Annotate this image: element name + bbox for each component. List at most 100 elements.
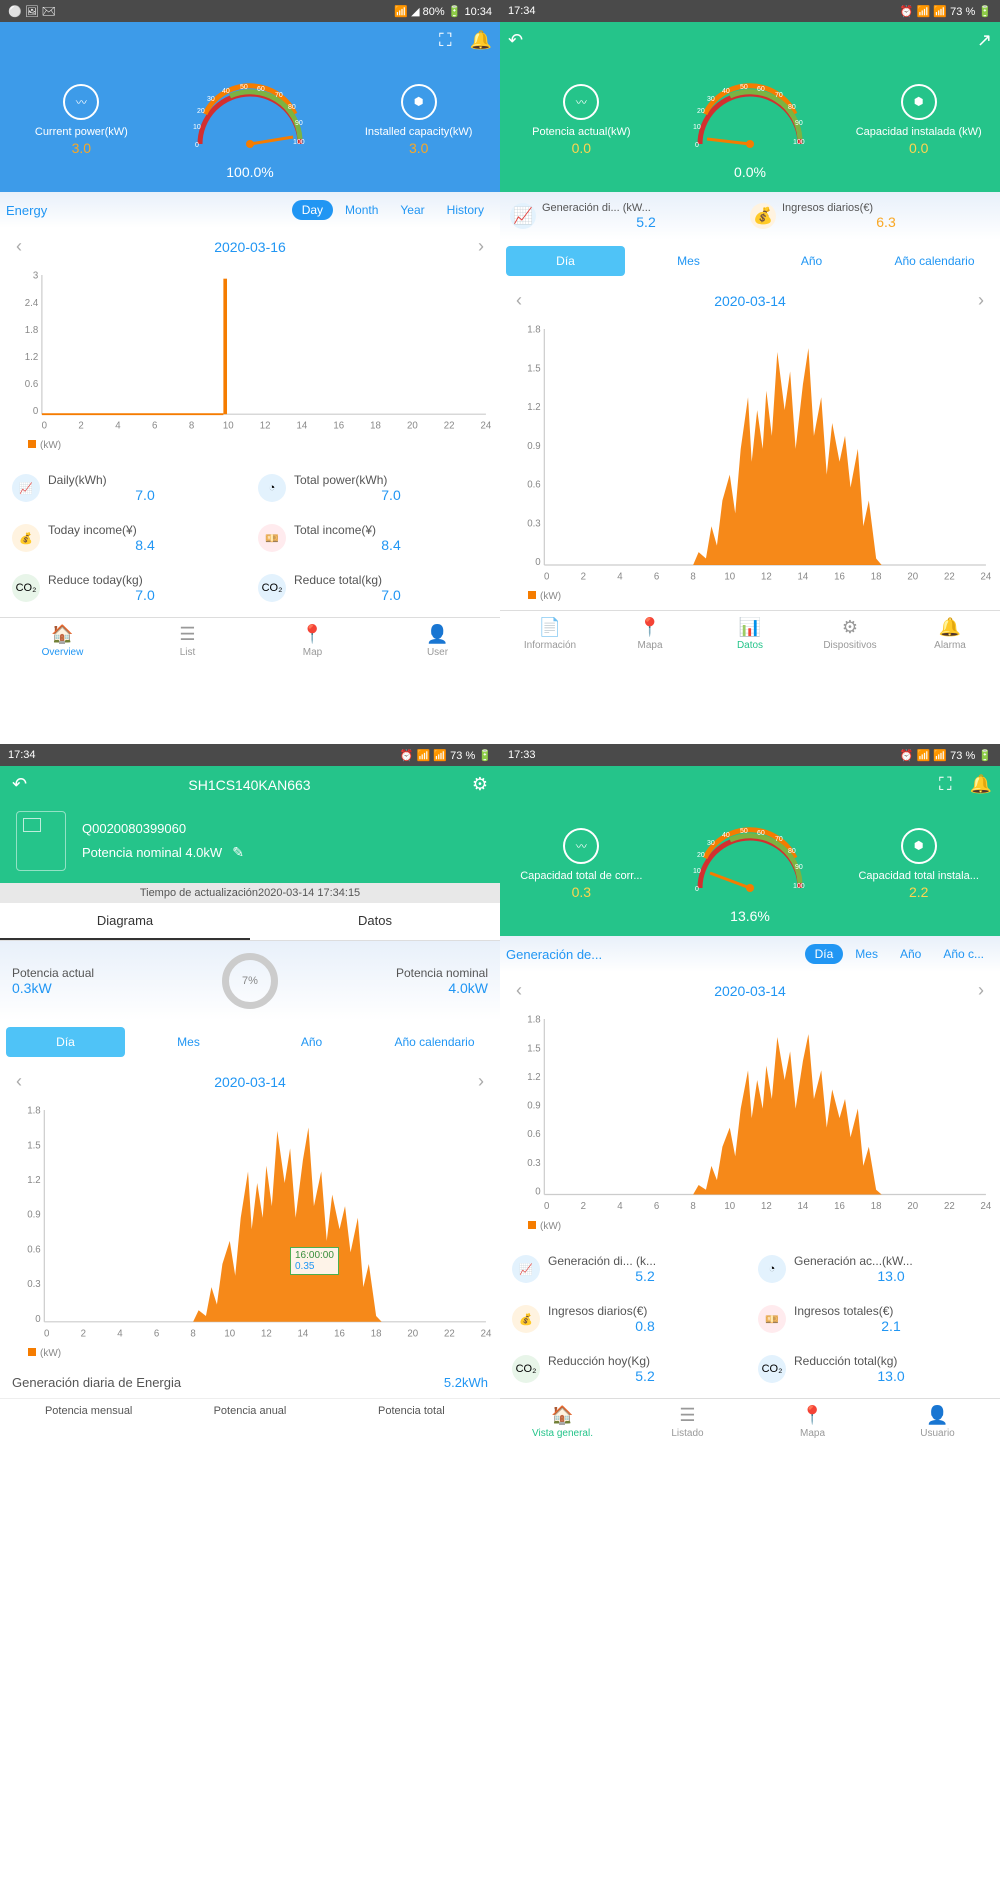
- nav-alarma[interactable]: 🔔Alarma: [900, 611, 1000, 657]
- period-mes[interactable]: Mes: [845, 944, 888, 964]
- tab-datos[interactable]: Datos: [250, 903, 500, 940]
- svg-text:14: 14: [298, 1329, 309, 1340]
- nav-mapa[interactable]: 📍Mapa: [750, 1399, 875, 1445]
- gauge-percent: 13.6%: [655, 908, 846, 924]
- svg-text:18: 18: [871, 572, 882, 583]
- bell-icon[interactable]: 🔔: [470, 30, 492, 51]
- svg-text:1.2: 1.2: [25, 352, 38, 363]
- stat-value: 8.4: [48, 537, 242, 553]
- scan-icon[interactable]: ⛶: [439, 30, 452, 51]
- edit-icon[interactable]: ✎: [232, 844, 244, 861]
- period-1[interactable]: Mes: [629, 246, 748, 276]
- period-1[interactable]: Mes: [129, 1027, 248, 1057]
- period-2[interactable]: Año: [752, 246, 871, 276]
- svg-text:20: 20: [407, 421, 418, 432]
- prev-date-button[interactable]: ‹: [16, 236, 22, 257]
- svg-text:1.2: 1.2: [527, 1072, 540, 1083]
- nav-icon: 📄: [502, 617, 598, 638]
- prev-date-button[interactable]: ‹: [516, 290, 522, 311]
- daily-value: 5.2: [542, 214, 750, 230]
- nav-overview[interactable]: 🏠Overview: [0, 618, 125, 664]
- svg-text:1.8: 1.8: [527, 325, 540, 336]
- date-nav: ‹ 2020-03-14 ›: [500, 282, 1000, 319]
- svg-text:16: 16: [333, 421, 344, 432]
- share-icon[interactable]: ↗: [977, 30, 992, 51]
- next-date-button[interactable]: ›: [978, 290, 984, 311]
- back-icon[interactable]: ↶: [12, 774, 27, 795]
- installed-capacity: ⬢ Capacidad instalada (kW) 0.0: [845, 84, 992, 156]
- nav-icon: 🔔: [902, 617, 998, 638]
- prev-date-button[interactable]: ‹: [516, 980, 522, 1001]
- pot-cell: Potencia mensual: [8, 1405, 169, 1417]
- svg-text:0: 0: [544, 572, 549, 583]
- period-día[interactable]: Día: [805, 944, 844, 964]
- nav-datos[interactable]: 📊Datos: [700, 611, 800, 657]
- svg-text:0.3: 0.3: [527, 518, 540, 529]
- svg-text:0.9: 0.9: [527, 441, 540, 452]
- stat-cell: 💴Total income(¥)8.4: [254, 517, 492, 559]
- period-3[interactable]: Año calendario: [875, 246, 994, 276]
- stat-icon: 📈: [512, 1255, 540, 1283]
- back-icon[interactable]: ↶: [508, 30, 523, 51]
- svg-text:10: 10: [693, 868, 701, 875]
- nav-user[interactable]: 👤User: [375, 618, 500, 664]
- period-2[interactable]: Año: [252, 1027, 371, 1057]
- period-history[interactable]: History: [437, 200, 494, 220]
- period-3[interactable]: Año calendario: [375, 1027, 494, 1057]
- svg-text:22: 22: [944, 572, 955, 583]
- svg-text:10: 10: [193, 124, 201, 131]
- svg-text:6: 6: [654, 572, 659, 583]
- device-image: [16, 811, 66, 871]
- svg-text:20: 20: [907, 572, 918, 583]
- svg-text:3: 3: [33, 271, 38, 282]
- status-left: 17:34: [8, 749, 36, 761]
- period-month[interactable]: Month: [335, 200, 388, 220]
- nav-listado[interactable]: ☰Listado: [625, 1399, 750, 1445]
- next-date-button[interactable]: ›: [978, 980, 984, 1001]
- daily-icon: 📈: [510, 203, 536, 229]
- svg-text:16: 16: [834, 1201, 845, 1212]
- period-0[interactable]: Día: [6, 1027, 125, 1057]
- pulse-icon: 〰: [563, 84, 599, 120]
- period-day[interactable]: Day: [292, 200, 333, 220]
- tab-diagrama[interactable]: Diagrama: [0, 903, 250, 940]
- svg-text:6: 6: [152, 421, 157, 432]
- bell-icon[interactable]: 🔔: [970, 774, 992, 795]
- period-tabs: DíaMesAñoAño calendario: [500, 240, 1000, 282]
- nav-mapa[interactable]: 📍Mapa: [600, 611, 700, 657]
- phone-3: 17:34 ⏰ 📶 📶 73 % 🔋 ↶ SH1CS140KAN663 ⚙ Q0…: [0, 744, 500, 1445]
- nav-información[interactable]: 📄Información: [500, 611, 600, 657]
- prev-date-button[interactable]: ‹: [16, 1071, 22, 1092]
- period-año c...[interactable]: Año c...: [933, 944, 994, 964]
- svg-text:2: 2: [81, 1329, 86, 1340]
- stat-value: 7.0: [48, 587, 242, 603]
- next-date-button[interactable]: ›: [478, 236, 484, 257]
- nav-list[interactable]: ☰List: [125, 618, 250, 664]
- bottom-nav: 🏠Vista general.☰Listado📍Mapa👤Usuario: [500, 1398, 1000, 1445]
- period-0[interactable]: Día: [506, 246, 625, 276]
- value: 0.0: [508, 140, 655, 156]
- device-nominal: Potencia nominal 4.0kW: [82, 845, 222, 860]
- stat-label: Reduce total(kg): [294, 573, 488, 587]
- svg-text:0: 0: [535, 1187, 540, 1198]
- svg-text:100: 100: [793, 139, 805, 146]
- stat-cell: 📈Daily(kWh)7.0: [8, 467, 246, 509]
- daily-label: Ingresos diarios(€): [782, 202, 990, 214]
- svg-text:50: 50: [740, 828, 748, 835]
- period-year[interactable]: Year: [390, 200, 434, 220]
- status-right: ⏰ 📶 📶 73 % 🔋: [900, 5, 992, 18]
- settings-icon[interactable]: ⚙: [472, 774, 488, 795]
- svg-text:10: 10: [693, 124, 701, 131]
- stat-value: 5.2: [548, 1268, 742, 1284]
- nav-dispositivos[interactable]: ⚙Dispositivos: [800, 611, 900, 657]
- period-año[interactable]: Año: [890, 944, 931, 964]
- svg-text:10: 10: [223, 421, 234, 432]
- label: Capacidad total instala...: [845, 870, 992, 882]
- chart-tooltip: 16:00:00 0.35: [290, 1247, 339, 1275]
- nav-map[interactable]: 📍Map: [250, 618, 375, 664]
- nav-vista general.[interactable]: 🏠Vista general.: [500, 1399, 625, 1445]
- chart-legend: (kW): [508, 1221, 992, 1232]
- nav-usuario[interactable]: 👤Usuario: [875, 1399, 1000, 1445]
- next-date-button[interactable]: ›: [478, 1071, 484, 1092]
- scan-icon[interactable]: ⛶: [939, 774, 952, 795]
